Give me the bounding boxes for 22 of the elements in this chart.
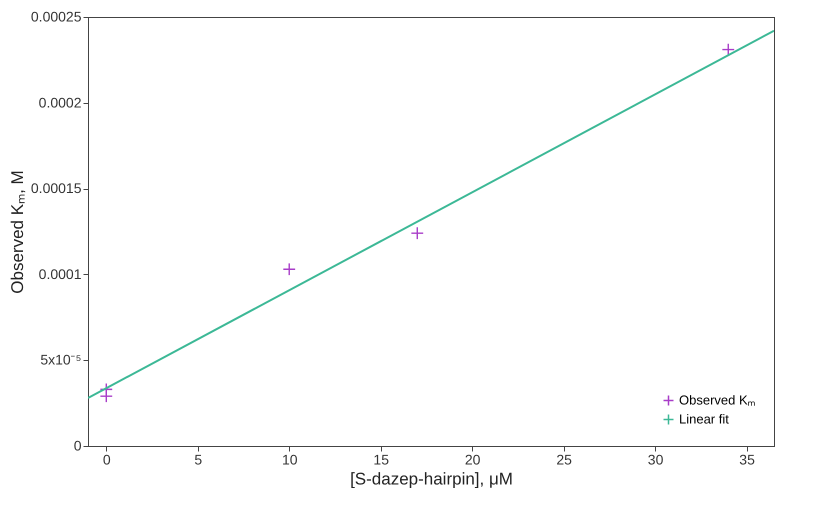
- y-tick-label: 0.0001: [38, 266, 82, 282]
- x-tick-label: 25: [556, 452, 572, 468]
- legend-label: Observed Kₘ: [679, 392, 756, 408]
- y-tick-label: 0: [74, 438, 82, 454]
- x-tick-label: 15: [373, 452, 390, 468]
- x-tick-label: 0: [102, 452, 111, 468]
- y-tick-label: 0.0002: [38, 94, 82, 110]
- x-axis-title: [S-dazep-hairpin], μM: [350, 470, 513, 488]
- y-tick-label: 0.00015: [30, 180, 82, 196]
- x-tick-label: 20: [464, 452, 481, 468]
- x-tick-label: 35: [739, 452, 756, 468]
- point: [282, 262, 296, 276]
- x-tick-label: 5: [194, 452, 202, 468]
- x-tick-label: 10: [282, 452, 298, 468]
- y-tick-label: 0.00025: [30, 8, 82, 24]
- legend-label: Linear fit: [679, 412, 730, 426]
- x-tick-label: 30: [648, 452, 664, 468]
- y-axis-title: Observed Kₘ, M: [8, 170, 27, 294]
- point: [100, 390, 113, 403]
- y-tick-label: 5x10⁻⁵: [40, 352, 82, 368]
- point: [722, 42, 735, 56]
- point: [410, 226, 424, 240]
